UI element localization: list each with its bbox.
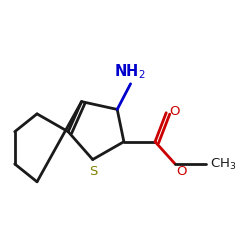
Text: NH$_2$: NH$_2$: [114, 62, 145, 81]
Text: O: O: [170, 105, 180, 118]
Text: CH$_3$: CH$_3$: [210, 156, 236, 172]
Text: O: O: [176, 165, 187, 178]
Text: S: S: [89, 165, 97, 178]
